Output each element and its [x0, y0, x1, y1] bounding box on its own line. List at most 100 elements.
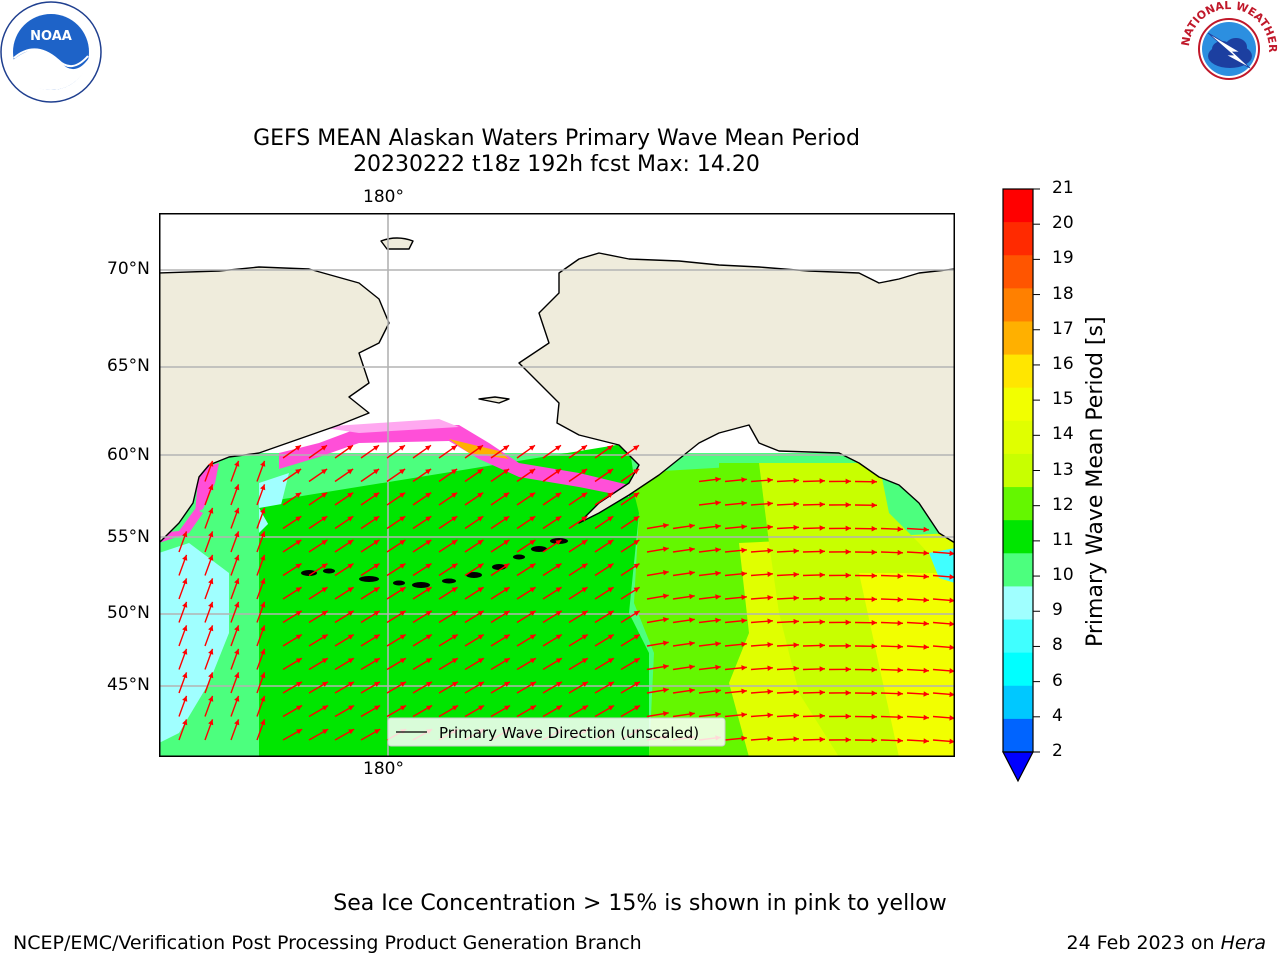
wave-direction-arrowhead: [949, 715, 954, 721]
wave-direction-arrowhead: [234, 554, 240, 561]
wave-direction-arrowhead: [182, 625, 188, 632]
landmass: [160, 214, 954, 544]
wave-direction-arrowhead: [871, 549, 877, 555]
wave-direction-arrowhead: [662, 593, 669, 599]
wave-direction-arrowhead: [819, 642, 825, 649]
wave-direction-arrowhead: [845, 737, 851, 743]
wave-direction-arrowhead: [923, 714, 929, 721]
wave-direction-arrowhead: [260, 625, 266, 632]
wave-direction-arrowhead: [295, 516, 302, 522]
wave-direction-arrowhead: [374, 705, 381, 711]
wave-direction-arrowhead: [348, 705, 355, 711]
wave-direction-arrowhead: [451, 681, 458, 687]
wave-direction-arrowhead: [845, 596, 851, 602]
wave-direction-arrowhead: [793, 501, 799, 507]
wave-direction-arrowhead: [897, 690, 903, 697]
wave-direction-arrowhead: [234, 695, 240, 702]
wave-direction-arrowhead: [662, 711, 669, 717]
wave-direction-arrowhead: [633, 492, 640, 498]
colorbar-block: [1003, 255, 1033, 289]
wave-direction-arrowhead: [478, 705, 485, 711]
wave-direction-arrowhead: [897, 526, 903, 532]
vector-legend: Primary Wave Direction (unscaled): [387, 717, 726, 747]
wave-direction-arrowhead: [182, 695, 188, 702]
wave-direction-arrowhead: [477, 563, 484, 569]
wave-direction-arrowhead: [503, 516, 510, 522]
wave-direction-arrowhead: [530, 705, 537, 711]
wave-direction-arrowhead: [819, 713, 825, 719]
wave-direction-arrowhead: [633, 610, 640, 617]
wave-direction-arrowhead: [321, 658, 328, 664]
wave-direction-arrowhead: [871, 620, 877, 626]
wave-direction-arrowhead: [208, 625, 214, 632]
wave-direction-arrowhead: [741, 571, 747, 577]
colorbar-tick-label: 2: [1052, 741, 1063, 761]
wave-direction-arrowhead: [633, 681, 640, 687]
wave-direction-arrowhead: [633, 634, 640, 640]
wave-direction-arrowhead: [897, 620, 903, 626]
wave-direction-arrowhead: [373, 563, 380, 569]
wave-direction-arrowhead: [451, 445, 457, 451]
wave-direction-arrowhead: [451, 468, 458, 475]
wave-direction-arrowhead: [897, 643, 903, 650]
wave-direction-arrowhead: [477, 539, 484, 546]
wave-direction-arrowhead: [373, 445, 379, 451]
wave-direction-arrowhead: [234, 507, 240, 514]
wave-direction-arrowhead: [633, 563, 640, 569]
wave-direction-arrowhead: [715, 523, 721, 530]
wave-direction-arrowhead: [633, 539, 640, 546]
wave-direction-arrowhead: [260, 672, 266, 679]
wave-direction-arrowhead: [662, 640, 669, 646]
wave-direction-arrowhead: [503, 634, 510, 640]
colorbar-block: [1003, 420, 1033, 455]
wave-direction-arrowhead: [608, 705, 615, 711]
wave-direction-arrowhead: [347, 516, 354, 522]
wave-direction-arrowhead: [689, 546, 695, 553]
wave-direction-arrowhead: [689, 523, 695, 529]
colorbar-block: [1003, 453, 1033, 488]
wave-direction-arrowhead: [295, 445, 301, 451]
lon-label-bottom: 180°: [363, 759, 404, 779]
wave-direction-arrowhead: [477, 681, 484, 687]
wave-direction-arrowhead: [767, 642, 773, 648]
wave-direction-arrowhead: [295, 681, 302, 687]
wave-direction-arrowhead: [296, 729, 303, 735]
wave-direction-arrowhead: [347, 492, 354, 498]
wave-direction-arrowhead: [607, 681, 614, 687]
colorbar-tick-label: 16: [1052, 353, 1074, 374]
wave-direction-arrowhead: [373, 610, 380, 617]
colorbar-tick-label: 12: [1052, 494, 1074, 515]
wave-direction-arrowhead: [555, 658, 562, 664]
wave-direction-arrowhead: [321, 563, 328, 569]
wave-direction-arrowhead: [581, 610, 588, 617]
wave-direction-arrowhead: [793, 595, 799, 601]
wave-direction-arrowhead: [399, 681, 406, 687]
wave-direction-arrowhead: [923, 738, 929, 744]
wave-direction-arrowhead: [767, 618, 773, 624]
wave-direction-arrowhead: [529, 492, 536, 498]
colorbar-tick-label: 10: [1052, 565, 1074, 586]
wave-direction-arrowhead: [767, 689, 773, 695]
wave-direction-arrowhead: [425, 587, 432, 593]
wave-direction-arrowhead: [607, 492, 614, 498]
wave-direction-arrowhead: [182, 672, 188, 679]
wave-direction-arrowhead: [425, 539, 432, 546]
colorbar-block: [1003, 685, 1033, 720]
wave-direction-arrowhead: [715, 476, 721, 483]
wave-direction-arrowhead: [295, 468, 302, 475]
wave-direction-arrowhead: [260, 719, 266, 726]
wave-direction-arrowhead: [581, 468, 588, 475]
wave-direction-arrowhead: [793, 665, 799, 672]
wave-direction-arrowhead: [321, 681, 328, 687]
lat-label-50: 50°N: [107, 603, 150, 623]
wave-direction-arrowhead: [208, 672, 214, 679]
wave-direction-arrowhead: [581, 681, 588, 687]
wave-direction-arrowhead: [425, 445, 431, 451]
wave-direction-arrowhead: [845, 666, 851, 673]
wave-direction-arrowhead: [234, 719, 240, 726]
wave-direction-arrowhead: [399, 492, 406, 498]
wave-direction-arrowhead: [715, 664, 721, 671]
wave-direction-arrowhead: [373, 587, 380, 593]
colorbar-block: [1003, 321, 1033, 356]
wave-direction-arrowhead: [426, 705, 433, 711]
